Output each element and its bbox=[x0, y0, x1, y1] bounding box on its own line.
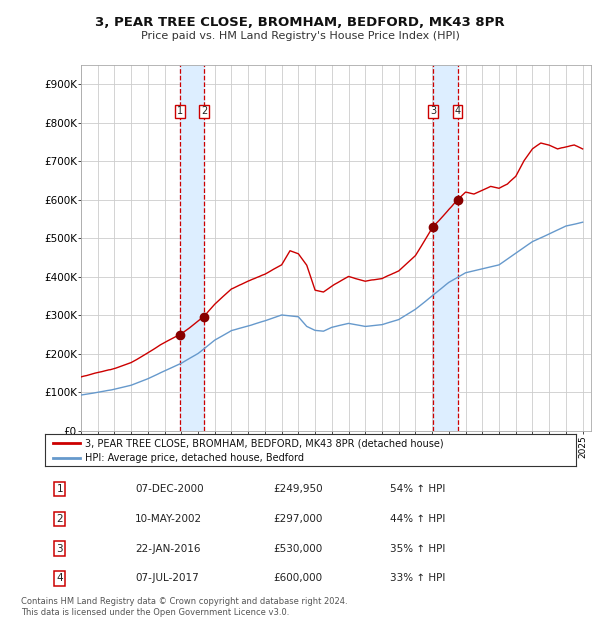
Text: 44% ↑ HPI: 44% ↑ HPI bbox=[390, 514, 446, 524]
Text: 1: 1 bbox=[177, 106, 183, 117]
Text: 4: 4 bbox=[56, 574, 63, 583]
Text: 33% ↑ HPI: 33% ↑ HPI bbox=[390, 574, 446, 583]
Text: 3, PEAR TREE CLOSE, BROMHAM, BEDFORD, MK43 8PR: 3, PEAR TREE CLOSE, BROMHAM, BEDFORD, MK… bbox=[95, 16, 505, 29]
Text: £600,000: £600,000 bbox=[274, 574, 322, 583]
Text: 54% ↑ HPI: 54% ↑ HPI bbox=[390, 484, 446, 494]
Text: This data is licensed under the Open Government Licence v3.0.: This data is licensed under the Open Gov… bbox=[21, 608, 289, 617]
Text: 07-JUL-2017: 07-JUL-2017 bbox=[135, 574, 199, 583]
Text: 35% ↑ HPI: 35% ↑ HPI bbox=[390, 544, 446, 554]
Bar bbox=[433, 65, 458, 431]
Text: HPI: Average price, detached house, Bedford: HPI: Average price, detached house, Bedf… bbox=[85, 453, 304, 463]
Text: Price paid vs. HM Land Registry's House Price Index (HPI): Price paid vs. HM Land Registry's House … bbox=[140, 31, 460, 41]
Text: £530,000: £530,000 bbox=[274, 544, 323, 554]
Text: Contains HM Land Registry data © Crown copyright and database right 2024.: Contains HM Land Registry data © Crown c… bbox=[21, 597, 347, 606]
Text: 07-DEC-2000: 07-DEC-2000 bbox=[135, 484, 204, 494]
Text: 10-MAY-2002: 10-MAY-2002 bbox=[135, 514, 202, 524]
Text: 22-JAN-2016: 22-JAN-2016 bbox=[135, 544, 201, 554]
Text: £297,000: £297,000 bbox=[274, 514, 323, 524]
Text: 3, PEAR TREE CLOSE, BROMHAM, BEDFORD, MK43 8PR (detached house): 3, PEAR TREE CLOSE, BROMHAM, BEDFORD, MK… bbox=[85, 438, 443, 448]
Text: 2: 2 bbox=[201, 106, 207, 117]
Text: 4: 4 bbox=[455, 106, 461, 117]
Text: 3: 3 bbox=[430, 106, 436, 117]
Text: £249,950: £249,950 bbox=[274, 484, 323, 494]
Text: 3: 3 bbox=[56, 544, 63, 554]
Text: 2: 2 bbox=[56, 514, 63, 524]
Bar bbox=[180, 65, 204, 431]
Text: 1: 1 bbox=[56, 484, 63, 494]
